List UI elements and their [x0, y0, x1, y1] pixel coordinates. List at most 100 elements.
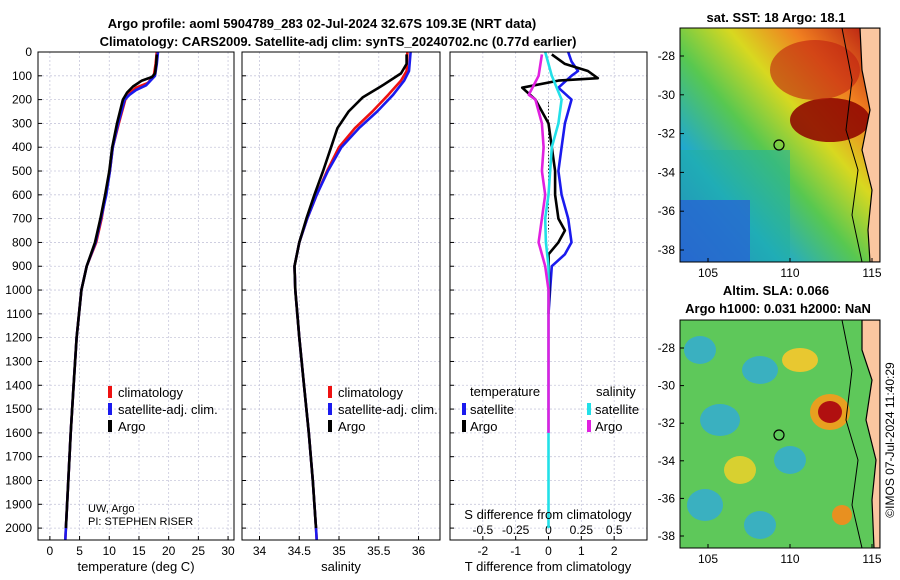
sla-low [700, 404, 740, 436]
temp-xtick-label: 20 [162, 544, 176, 558]
depth-tick-label: 1400 [5, 378, 32, 392]
map-ytick-label: -30 [658, 379, 676, 393]
diff-xlabel: T difference from climatology [465, 559, 632, 574]
depth-tick-label: 1300 [5, 354, 32, 368]
sal-xtick-label: 35 [332, 544, 346, 558]
sla-low [774, 446, 806, 474]
sst-map-title: sat. SST: 18 Argo: 18.1 [707, 10, 846, 25]
diff-s-tick-label: 0.5 [606, 523, 623, 537]
temp-series-argo [64, 54, 159, 529]
sal-series-argo [293, 54, 408, 529]
diff-frame [449, 51, 648, 541]
diff-s-tick-label: -0.25 [502, 523, 530, 537]
map-ytick-label: -34 [658, 165, 676, 179]
diff-top-label: S difference from climatology [464, 507, 632, 522]
legend-swatch-satellite [108, 403, 112, 415]
depth-tick-label: 300 [12, 116, 32, 130]
sla-low [684, 336, 716, 364]
map-ytick-label: -32 [658, 416, 676, 430]
legend-temperature-title: temperature [470, 384, 540, 399]
sst-map-axes: 105 110 115 -28 -30 -32 -34 -36 -38 [658, 49, 882, 280]
salinity-xlabel: salinity [321, 559, 361, 574]
map-xtick-label: 105 [698, 266, 718, 280]
sla-argo-location [773, 429, 785, 441]
title-line1: Argo profile: aoml 5904789_283 02-Jul-20… [108, 16, 536, 31]
map-ytick-label: -28 [658, 341, 676, 355]
legend-argo: Argo [118, 419, 145, 434]
sla-map-frame [679, 319, 881, 549]
map-ytick-label: -32 [658, 127, 676, 141]
legend-climatology: climatology [338, 385, 404, 400]
sla-map-title1: Altim. SLA: 0.066 [723, 283, 829, 298]
legend-argo: Argo [338, 419, 365, 434]
sst-land [859, 28, 880, 262]
legend-swatch-t-satellite [462, 403, 466, 415]
legend-swatch-climatology [328, 386, 332, 398]
legend-swatch-s-argo [587, 420, 591, 432]
diff-s-tick-label: -0.5 [472, 523, 493, 537]
legend-climatology: climatology [118, 385, 184, 400]
credit-institution: UW, Argo [88, 503, 134, 515]
legend-swatch-satellite [328, 403, 332, 415]
sla-bathy-contour [841, 320, 863, 548]
legend-swatch-argo [328, 420, 332, 432]
depth-tick-label: 1500 [5, 402, 32, 416]
sst-argo-location [773, 139, 785, 151]
depth-tick-label: 1600 [5, 426, 32, 440]
legend-salinity-title: salinity [596, 384, 636, 399]
temp-xtick-label: 5 [76, 544, 83, 558]
map-ytick-label: -38 [658, 243, 676, 257]
map-xtick-label: 105 [698, 552, 718, 566]
depth-tick-label: 1100 [6, 307, 32, 321]
diff-s-tick-label: 0.25 [570, 523, 594, 537]
depth-tick-label: 1700 [5, 450, 32, 464]
depth-tick-label: 800 [12, 235, 32, 249]
diff-legend: temperature salinity satellite Argo sate… [462, 384, 639, 434]
temp-xtick-label: 15 [132, 544, 146, 558]
sal-xtick-label: 36 [412, 544, 426, 558]
sla-map [680, 320, 880, 548]
depth-tick-label: 1900 [5, 497, 32, 511]
depth-tick-label: 1200 [5, 331, 32, 345]
legend-t-satellite: satellite [470, 402, 514, 417]
diff-xtick-label: 0 [545, 544, 552, 558]
legend-swatch-climatology [108, 386, 112, 398]
temp-series-climatology [64, 51, 159, 541]
diff-series-salinity-argo [527, 54, 550, 433]
diff-xtick-label: -2 [477, 544, 488, 558]
salinity-panel: 34 34.5 35 35.5 36 [241, 51, 441, 558]
sla-high-core [818, 401, 842, 423]
imos-credit: ©IMOS 07-Jul-2024 11:40:29 [883, 362, 897, 518]
difference-panel: -2 -1 0 1 2 -0.5 -0.25 0 0.25 0.5 [449, 51, 648, 558]
sla-map-title2: Argo h1000: 0.031 h2000: NaN [685, 301, 871, 316]
sst-bathy-contour [841, 28, 863, 262]
temperature-panel: 0100200300400500600700800900100011001200… [5, 45, 235, 558]
sst-warm-eddy [790, 98, 870, 142]
depth-tick-label: 1800 [5, 473, 32, 487]
temperature-xlabel: temperature (deg C) [77, 559, 194, 574]
depth-tick-label: 2000 [5, 521, 32, 535]
sla-land [861, 320, 880, 548]
diff-series-temperature-satellite [547, 51, 580, 314]
sla-low [744, 511, 776, 539]
map-ytick-label: -36 [658, 491, 676, 505]
credit-pi: PI: STEPHEN RISER [88, 516, 193, 528]
depth-tick-label: 0 [25, 45, 32, 59]
depth-tick-label: 700 [12, 212, 32, 226]
sla-map-axes: 105 110 115 -28 -30 -32 -34 -36 -38 [658, 341, 882, 566]
sal-xtick-label: 34.5 [288, 544, 312, 558]
map-ytick-label: -30 [658, 88, 676, 102]
map-xtick-label: 115 [862, 552, 881, 566]
sla-low [742, 356, 778, 384]
sst-cold-region [680, 200, 750, 262]
temp-frame [37, 51, 235, 541]
legend-swatch-s-satellite [587, 403, 591, 415]
sla-high [782, 348, 818, 372]
temp-xtick-label: 10 [103, 544, 117, 558]
sst-map [680, 28, 880, 262]
map-ytick-label: -36 [658, 204, 676, 218]
depth-tick-label: 900 [12, 259, 32, 273]
depth-tick-label: 500 [12, 164, 32, 178]
legend-s-satellite: satellite [595, 402, 639, 417]
